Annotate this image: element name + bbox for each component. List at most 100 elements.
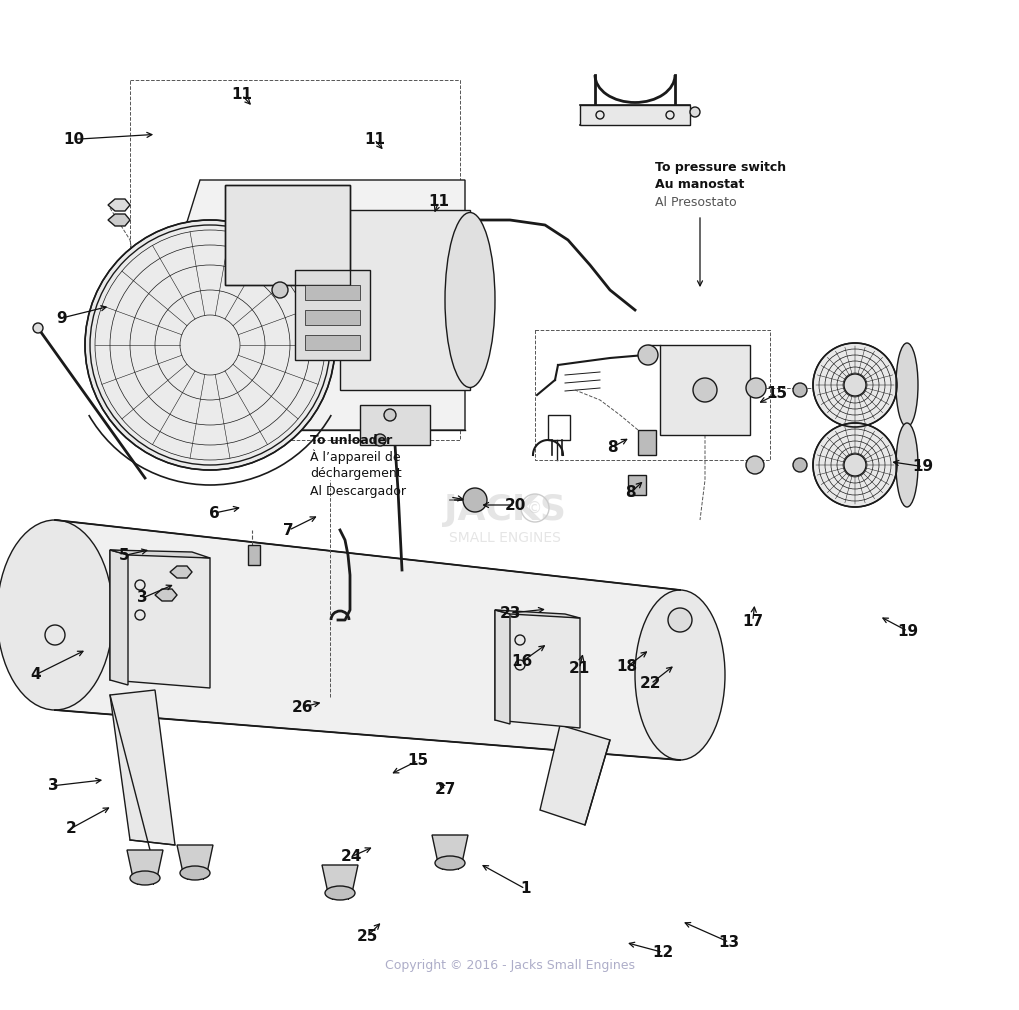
- Text: 7: 7: [283, 523, 293, 537]
- Bar: [659, 345, 749, 435]
- Text: 11: 11: [364, 132, 384, 146]
- Polygon shape: [108, 214, 129, 226]
- Text: 11: 11: [428, 195, 448, 209]
- Polygon shape: [494, 610, 580, 618]
- Text: 2: 2: [66, 821, 76, 835]
- Polygon shape: [432, 835, 468, 863]
- Bar: [305, 285, 360, 300]
- Text: 24: 24: [341, 849, 362, 864]
- Text: 18: 18: [616, 660, 637, 674]
- Text: 6: 6: [209, 506, 219, 520]
- Text: Al Descargador: Al Descargador: [310, 485, 406, 498]
- Text: 13: 13: [718, 935, 739, 949]
- Text: 1: 1: [520, 882, 530, 896]
- Polygon shape: [108, 199, 129, 211]
- Circle shape: [33, 323, 43, 333]
- Polygon shape: [110, 550, 210, 558]
- Text: To pressure switch: To pressure switch: [654, 162, 786, 175]
- Ellipse shape: [179, 866, 210, 880]
- Text: SMALL ENGINES: SMALL ENGINES: [448, 531, 560, 545]
- Circle shape: [667, 608, 691, 632]
- Ellipse shape: [325, 886, 355, 900]
- Text: 22: 22: [639, 677, 661, 691]
- Ellipse shape: [895, 423, 917, 507]
- Text: 16: 16: [512, 654, 532, 669]
- Text: ©: ©: [527, 501, 542, 515]
- Ellipse shape: [434, 856, 465, 870]
- Polygon shape: [539, 725, 609, 825]
- Ellipse shape: [635, 590, 725, 760]
- Circle shape: [383, 409, 395, 421]
- Text: 17: 17: [742, 614, 762, 628]
- Text: 23: 23: [499, 606, 520, 620]
- Polygon shape: [322, 865, 358, 893]
- Polygon shape: [170, 566, 192, 578]
- Polygon shape: [494, 610, 580, 728]
- Text: 3: 3: [48, 779, 58, 793]
- Text: To unloader: To unloader: [310, 433, 392, 446]
- Circle shape: [792, 458, 806, 472]
- Text: À l’appareil de: À l’appareil de: [310, 449, 400, 465]
- Text: déchargement: déchargement: [310, 468, 401, 481]
- Polygon shape: [110, 550, 210, 688]
- Circle shape: [85, 220, 334, 470]
- Text: 8: 8: [606, 440, 616, 454]
- Polygon shape: [248, 545, 260, 565]
- Polygon shape: [339, 210, 470, 390]
- Polygon shape: [55, 520, 680, 760]
- Text: 8: 8: [625, 486, 635, 500]
- Text: 12: 12: [652, 945, 673, 959]
- Text: 26: 26: [291, 700, 314, 714]
- Circle shape: [792, 383, 806, 397]
- Polygon shape: [155, 589, 177, 601]
- Bar: [305, 310, 360, 325]
- Text: 15: 15: [408, 753, 428, 768]
- Text: 15: 15: [766, 387, 787, 401]
- Polygon shape: [580, 105, 689, 125]
- Circle shape: [692, 378, 716, 402]
- Circle shape: [689, 107, 699, 117]
- Text: JACKS: JACKS: [443, 493, 566, 527]
- Circle shape: [637, 345, 657, 365]
- Text: Au manostat: Au manostat: [654, 179, 744, 192]
- Ellipse shape: [895, 343, 917, 427]
- Polygon shape: [177, 845, 213, 873]
- Text: 3: 3: [138, 591, 148, 605]
- Circle shape: [272, 282, 287, 298]
- Polygon shape: [360, 405, 430, 445]
- Circle shape: [812, 423, 896, 507]
- Text: 4: 4: [31, 668, 41, 682]
- Circle shape: [812, 343, 896, 427]
- Text: 20: 20: [504, 498, 525, 512]
- Polygon shape: [110, 690, 175, 845]
- Text: 5: 5: [119, 548, 129, 563]
- Text: 11: 11: [231, 88, 252, 102]
- Polygon shape: [225, 185, 350, 285]
- Text: 10: 10: [63, 132, 84, 146]
- Ellipse shape: [444, 212, 494, 388]
- Text: Copyright © 2016 - Jacks Small Engines: Copyright © 2016 - Jacks Small Engines: [384, 958, 635, 972]
- Bar: [628, 475, 645, 495]
- Polygon shape: [135, 180, 465, 430]
- Circle shape: [843, 454, 865, 476]
- Bar: [225, 185, 350, 285]
- Polygon shape: [494, 610, 510, 724]
- Circle shape: [374, 434, 385, 446]
- Circle shape: [463, 488, 486, 512]
- Text: 19: 19: [912, 460, 932, 474]
- Circle shape: [843, 374, 865, 396]
- Polygon shape: [110, 550, 127, 685]
- Ellipse shape: [0, 520, 113, 710]
- Circle shape: [745, 456, 763, 474]
- Ellipse shape: [129, 871, 160, 885]
- Text: 27: 27: [435, 783, 455, 797]
- Circle shape: [745, 378, 765, 398]
- Text: 25: 25: [357, 929, 377, 943]
- Polygon shape: [294, 270, 370, 360]
- Bar: [305, 335, 360, 350]
- Text: 21: 21: [569, 662, 589, 676]
- Text: 9: 9: [56, 311, 66, 325]
- Polygon shape: [127, 850, 163, 878]
- Text: Al Presostato: Al Presostato: [654, 196, 736, 208]
- Bar: [637, 430, 655, 454]
